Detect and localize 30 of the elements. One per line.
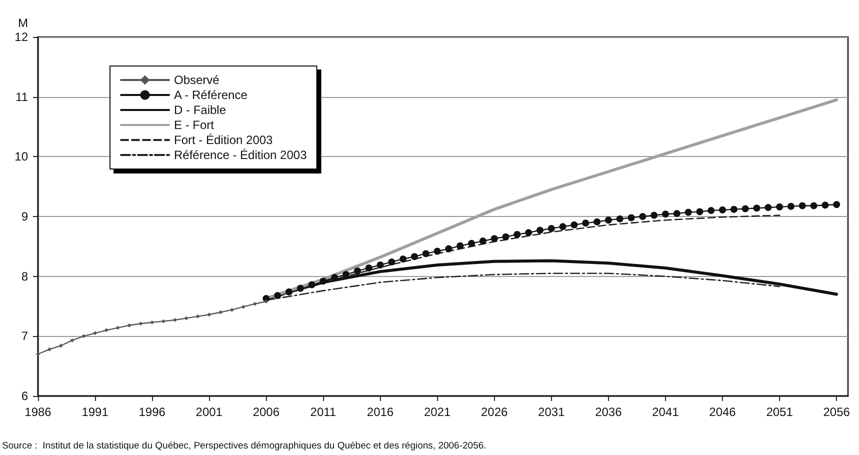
legend-label: E - Fort bbox=[174, 118, 215, 132]
y-tick-label: 6 bbox=[21, 389, 28, 403]
x-tick-label: 2011 bbox=[310, 405, 336, 419]
x-tick-label: 2001 bbox=[196, 405, 223, 419]
y-tick-label: 7 bbox=[21, 329, 28, 344]
x-tick-label: 2051 bbox=[766, 405, 794, 419]
source-note: Source : Institut de la statistique du Québec, Perspectives démographiques du Québec et des régions, 2006-2056. bbox=[2, 440, 486, 452]
x-tick-label: 2031 bbox=[538, 405, 566, 419]
x-tick-label: 2006 bbox=[252, 405, 280, 419]
legend-label: D - Faible bbox=[174, 103, 226, 117]
y-tick-label: 10 bbox=[14, 150, 28, 164]
x-tick-label: 1991 bbox=[82, 405, 109, 419]
x-tick-label: 2026 bbox=[480, 405, 508, 419]
x-tick-label: 2016 bbox=[366, 405, 394, 419]
legend-label: Référence - Édition 2003 bbox=[174, 148, 308, 162]
y-tick-label: 11 bbox=[16, 90, 28, 104]
y-tick-label: 9 bbox=[21, 210, 28, 224]
y-axis-title: M bbox=[18, 16, 28, 30]
x-tick-label: 2036 bbox=[595, 405, 622, 419]
x-tick-label: 2041 bbox=[652, 405, 680, 419]
legend-label: Observé bbox=[174, 73, 220, 87]
x-tick-label: 2046 bbox=[709, 405, 736, 419]
legend-label: Fort - Édition 2003 bbox=[174, 133, 274, 147]
x-tick-label: 1986 bbox=[24, 405, 52, 419]
y-tick-label: 12 bbox=[14, 30, 28, 44]
x-tick-label: 1996 bbox=[138, 405, 166, 419]
legend-label: A - Référence bbox=[174, 88, 248, 102]
x-tick-label: 2056 bbox=[823, 405, 850, 419]
y-tick-label: 8 bbox=[21, 269, 28, 284]
x-tick-label: 2021 bbox=[424, 405, 451, 419]
